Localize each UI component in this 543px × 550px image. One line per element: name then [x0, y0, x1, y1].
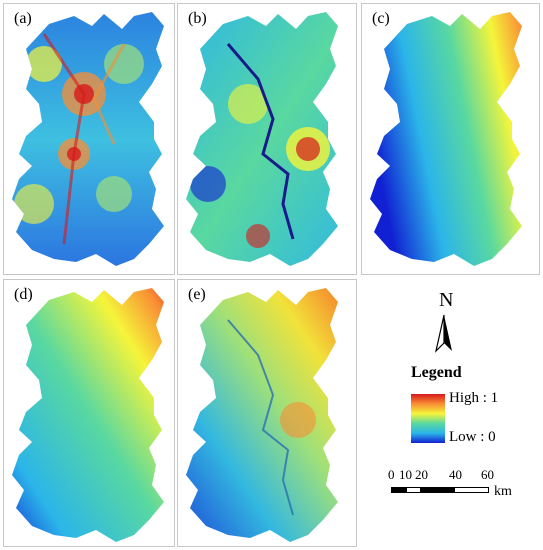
scale-tick-20: 20	[415, 467, 428, 482]
legend-area: N Legend High : 1 Low : 0 0 10 20 40 60 …	[361, 279, 540, 547]
legend-title: Legend	[411, 364, 462, 381]
panel-label-d: (d)	[14, 286, 33, 303]
scale-tick-40: 40	[449, 467, 462, 482]
scale-seg-4	[454, 487, 489, 493]
panel-label-c: (c)	[372, 10, 390, 27]
legend-low-label: Low : 0	[449, 429, 496, 445]
legend-high-label: High : 1	[449, 390, 499, 406]
legend-color-ramp	[411, 394, 445, 443]
map-d	[12, 288, 164, 542]
map-panel-b: (b)	[177, 3, 357, 275]
map-panel-d: (d)	[3, 279, 175, 547]
map-panel-c: (c)	[361, 3, 540, 275]
scale-seg-2	[406, 487, 421, 493]
scale-tick-10: 10	[399, 467, 412, 482]
scale-seg-1	[391, 487, 406, 493]
panel-label-b: (b)	[188, 10, 207, 27]
scale-tick-0: 0	[388, 467, 395, 482]
map-e	[186, 288, 338, 542]
map-panel-e: (e)	[177, 279, 357, 547]
map-c	[370, 12, 522, 266]
panel-label-e: (e)	[188, 286, 206, 303]
scale-bar: 0 10 20 40 60 km	[388, 467, 531, 507]
north-letter: N	[439, 289, 454, 311]
panel-label-a: (a)	[14, 10, 32, 27]
map-b	[186, 12, 338, 266]
map-panel-a: (a)	[3, 3, 175, 275]
scale-unit: km	[494, 484, 512, 499]
scale-seg-3	[421, 487, 454, 493]
map-a	[12, 12, 164, 266]
north-arrow-icon	[434, 314, 452, 353]
scale-tick-60: 60	[481, 467, 494, 482]
